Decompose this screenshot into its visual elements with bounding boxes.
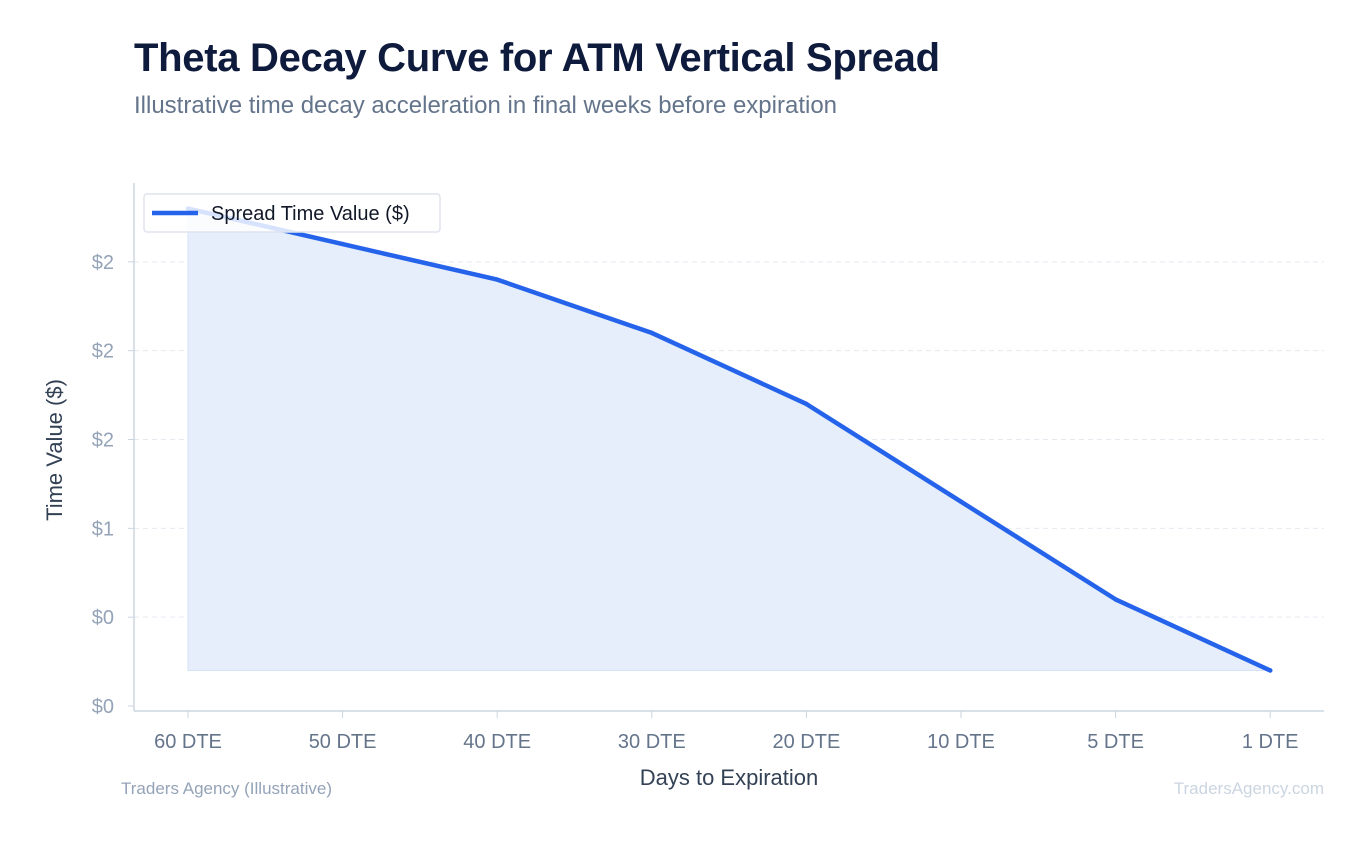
x-tick-label: 40 DTE — [463, 731, 531, 753]
chart-subtitle: Illustrative time decay acceleration in … — [134, 92, 838, 119]
watermark-link[interactable]: TradersAgency.com — [1173, 779, 1324, 798]
legend-label: Spread Time Value ($) — [211, 203, 410, 225]
data-point — [1268, 668, 1273, 673]
x-tick-label: 10 DTE — [927, 731, 995, 753]
legend-box — [143, 193, 441, 233]
series-line — [185, 206, 1273, 673]
y-tick-label: $1 — [92, 518, 114, 540]
data-point — [495, 277, 500, 282]
data-point — [958, 499, 964, 504]
data-point — [649, 330, 654, 336]
x-tick-label: 60 DTE — [154, 731, 222, 753]
x-tick-label: 5 DTE — [1087, 731, 1144, 753]
y-tick-label: $2 — [92, 252, 114, 274]
x-tick-label: 30 DTE — [618, 731, 686, 753]
y-tick-label: $0 — [92, 696, 114, 718]
y-axis-label: Time Value ($) — [42, 379, 67, 521]
x-axis-label: Days to Expiration — [640, 765, 819, 790]
y-tick-label: $2 — [92, 341, 114, 363]
x-tick-label: 50 DTE — [309, 731, 377, 753]
chart-title: Theta Decay Curve for ATM Vertical Sprea… — [134, 36, 940, 80]
y-tick-label: $0 — [92, 607, 114, 629]
data-point — [1113, 597, 1118, 602]
x-tick-label: 20 DTE — [772, 731, 840, 753]
x-tick-label: 1 DTE — [1242, 731, 1299, 753]
y-tick-label: $2 — [92, 430, 114, 452]
data-point — [804, 401, 809, 407]
data-point — [340, 241, 345, 247]
source-note: Traders Agency (Illustrative) — [121, 779, 332, 798]
